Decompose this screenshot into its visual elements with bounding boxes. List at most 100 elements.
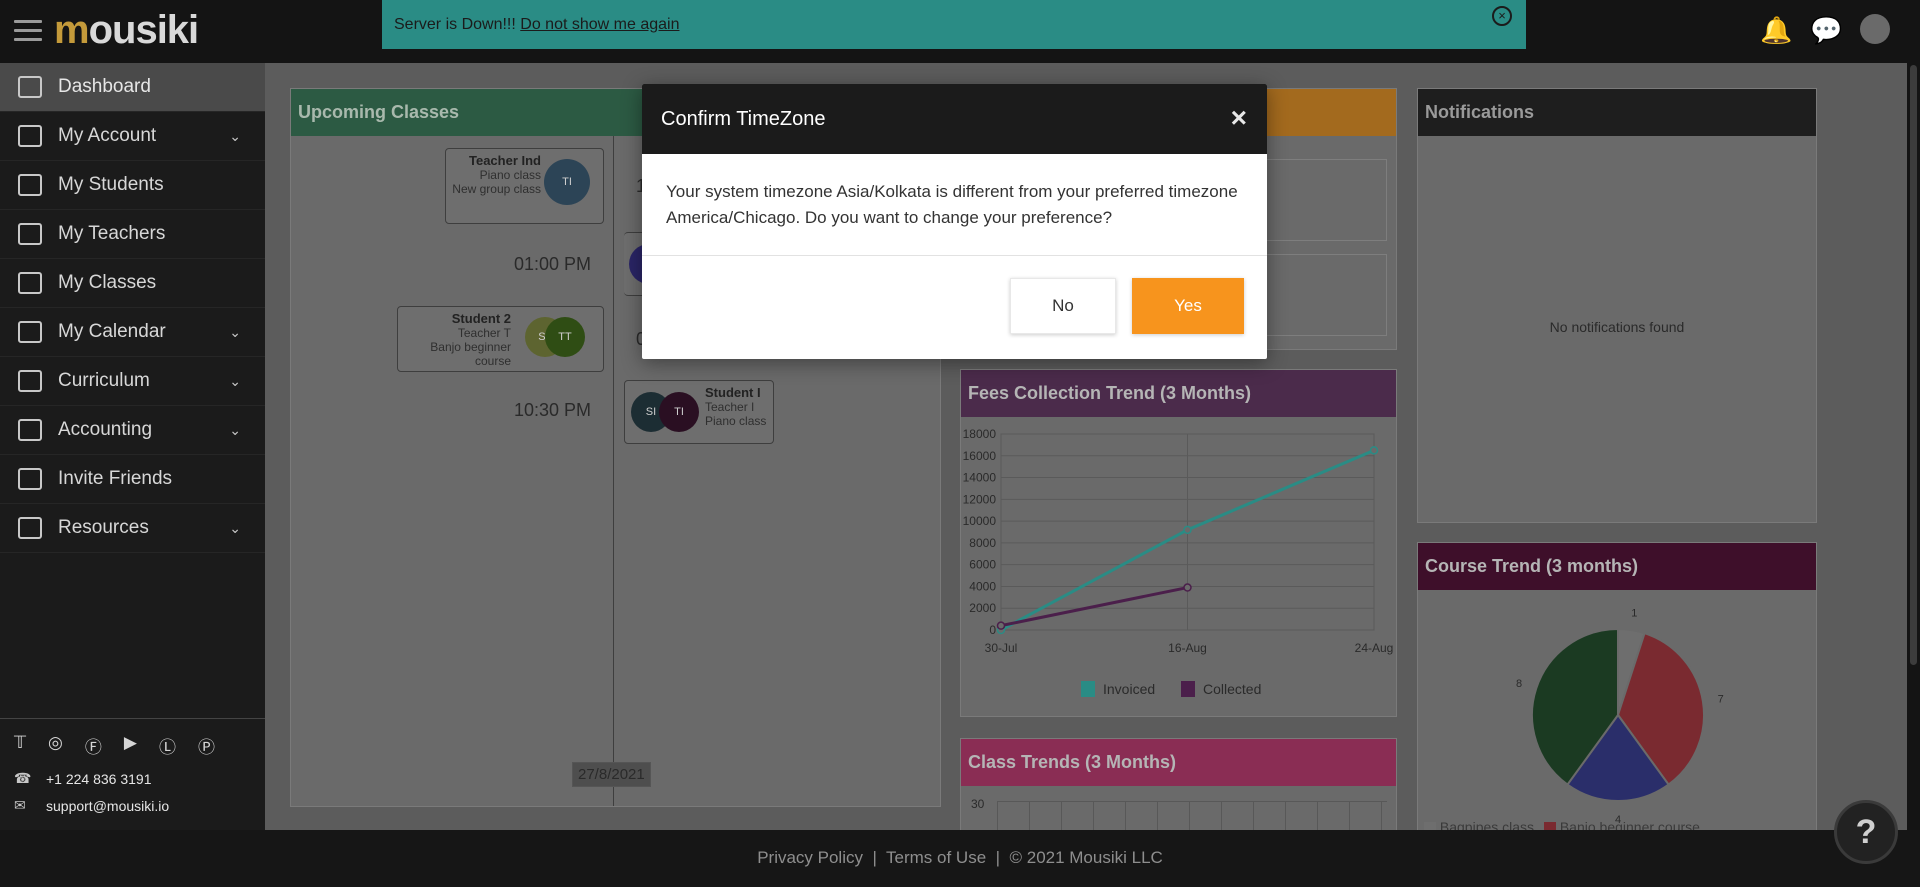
notifications-panel: Notifications No notifications found: [1417, 88, 1817, 523]
pie-slice: [1566, 713, 1670, 802]
sidebar-item-curriculum[interactable]: Curriculum ⌄: [0, 357, 265, 406]
modal-body: Your system timezone Asia/Kolkata is dif…: [642, 154, 1267, 256]
timeline-line: [613, 136, 614, 806]
accounting-icon: [18, 419, 42, 441]
phone-contact[interactable]: ☎ +1 224 836 3191: [14, 770, 152, 787]
page-scrollbar[interactable]: [1907, 63, 1920, 830]
time-label: 01:00 PM: [514, 254, 592, 274]
y-tick-label: 6000: [969, 558, 996, 572]
sidebar-item-my-account[interactable]: My Account ⌄: [0, 112, 265, 161]
banner-close-icon[interactable]: ×: [1492, 6, 1512, 26]
chevron-down-icon: ⌄: [229, 128, 241, 144]
footer-separator: |: [872, 848, 877, 867]
fees-line-chart: 0 2000 4000 6000 8000 10000 12000 14000 16000 180…: [963, 427, 1394, 697]
y-tick-label: 8000: [969, 536, 996, 550]
server-down-banner: Server is Down!!! Do not show me again ×: [382, 0, 1526, 49]
top-icons: 🔔 💬: [1760, 14, 1890, 46]
student-icon: [18, 174, 42, 196]
email-contact[interactable]: ✉ support@mousiki.io: [14, 797, 170, 814]
data-point: [1183, 525, 1192, 535]
partial-time: 0: [636, 329, 647, 349]
y-tick-label: 16000: [963, 449, 997, 463]
yes-button[interactable]: Yes: [1132, 278, 1244, 334]
calendar-icon: [18, 321, 42, 343]
top-bar: mousiki Server is Down!!! Do not show me…: [0, 0, 1920, 63]
y-tick-label: 12000: [963, 492, 997, 506]
curriculum-icon: [18, 370, 42, 392]
legend-swatch: [1081, 681, 1095, 697]
x-tick-label: 24-Aug: [1355, 641, 1394, 655]
scrollbar-thumb[interactable]: [1910, 65, 1917, 665]
modal-header: Confirm TimeZone ×: [642, 84, 1267, 154]
partial-time: 1: [636, 176, 647, 196]
chat-icon[interactable]: 💬: [1810, 15, 1843, 45]
chevron-down-icon: ⌄: [229, 324, 241, 340]
sidebar-item-dashboard[interactable]: Dashboard: [0, 63, 265, 112]
no-button[interactable]: No: [1010, 278, 1116, 334]
data-point: [996, 621, 1006, 630]
footer-separator: |: [995, 848, 1001, 867]
social-links: 𝕋 ◎ Ⓕ ▶ Ⓛ Ⓟ: [14, 733, 251, 758]
youtube-icon[interactable]: ▶: [123, 733, 137, 752]
dashboard-icon: [18, 76, 42, 98]
sidebar-footer: 𝕋 ◎ Ⓕ ▶ Ⓛ Ⓟ ☎ +1 224 836 3191 ✉ support@mo…: [0, 718, 265, 830]
series-line-collected: [1000, 586, 1188, 628]
classes-icon: [18, 272, 42, 294]
pie-label: 7: [1718, 694, 1724, 706]
panel-title: Notifications: [1418, 89, 1816, 136]
empty-notifications: No notifications found: [1549, 319, 1685, 335]
linkedin-icon[interactable]: Ⓛ: [158, 738, 176, 757]
user-avatar[interactable]: [1860, 14, 1890, 44]
sidebar: Dashboard My Account ⌄ My Students My Tea…: [0, 63, 265, 830]
sidebar-item-resources[interactable]: Resources ⌄: [0, 504, 265, 553]
sidebar-item-my-calendar[interactable]: My Calendar ⌄: [0, 308, 265, 357]
phone-icon: ☎: [14, 770, 32, 786]
x-tick-label: 16-Aug: [1168, 641, 1207, 655]
chevron-down-icon: ⌄: [229, 422, 241, 438]
privacy-policy-link[interactable]: Privacy Policy: [757, 848, 863, 867]
pie-label: 4: [1615, 814, 1621, 826]
do-not-show-link[interactable]: Do not show me again: [520, 16, 680, 33]
y-tick-label: 30: [971, 797, 985, 811]
modal-title: Confirm TimeZone: [661, 108, 826, 130]
legend-label: Collected: [1203, 681, 1261, 697]
terms-of-use-link[interactable]: Terms of Use: [886, 848, 987, 867]
y-tick-label: 18000: [963, 427, 997, 441]
invite-icon: [18, 468, 42, 490]
sidebar-item-my-students[interactable]: My Students: [0, 161, 265, 210]
panel-title: Course Trend (3 months): [1418, 543, 1816, 590]
time-label: 10:30 PM: [514, 400, 592, 420]
legend-swatch: [1424, 822, 1436, 831]
logo[interactable]: mousiki: [54, 8, 199, 52]
resources-icon: [18, 517, 42, 539]
pie-label: 8: [1516, 678, 1522, 690]
sidebar-item-invite-friends[interactable]: Invite Friends: [0, 455, 265, 504]
twitter-icon[interactable]: 𝕋: [14, 733, 27, 752]
pie-legend: Bagpipes class Banjo beginner course: [1424, 819, 1700, 831]
avatar: TT: [545, 317, 585, 357]
close-icon[interactable]: ×: [1230, 102, 1247, 133]
instagram-icon[interactable]: ◎: [48, 733, 63, 752]
page-footer: Privacy Policy | Terms of Use | © 2021 M…: [0, 830, 1920, 887]
data-point: [1369, 446, 1379, 455]
sidebar-item-accounting[interactable]: Accounting ⌄: [0, 406, 265, 455]
y-tick-label: 10000: [963, 514, 997, 528]
data-point: [1183, 583, 1192, 592]
copyright: © 2021 Mousiki LLC: [1009, 848, 1163, 867]
sidebar-item-my-classes[interactable]: My Classes: [0, 259, 265, 308]
class-trends-panel: Class Trends (3 Months) 30: [960, 738, 1397, 848]
sidebar-item-my-teachers[interactable]: My Teachers: [0, 210, 265, 259]
fees-collection-panel: Fees Collection Trend (3 Months) 0 2000 40…: [960, 369, 1397, 717]
bell-icon[interactable]: 🔔: [1760, 15, 1793, 45]
pinterest-icon[interactable]: Ⓟ: [197, 738, 215, 757]
pie-label: 1: [1631, 607, 1637, 619]
facebook-icon[interactable]: Ⓕ: [84, 738, 102, 757]
pie-slice: [1616, 631, 1705, 786]
confirm-timezone-modal: Confirm TimeZone × Your system timezone …: [642, 84, 1267, 359]
hamburger-menu-icon[interactable]: [14, 20, 42, 42]
help-button[interactable]: ?: [1834, 800, 1898, 864]
y-tick-label: 2000: [969, 601, 996, 615]
y-tick-label: 14000: [963, 471, 997, 485]
legend-swatch: [1181, 681, 1195, 697]
